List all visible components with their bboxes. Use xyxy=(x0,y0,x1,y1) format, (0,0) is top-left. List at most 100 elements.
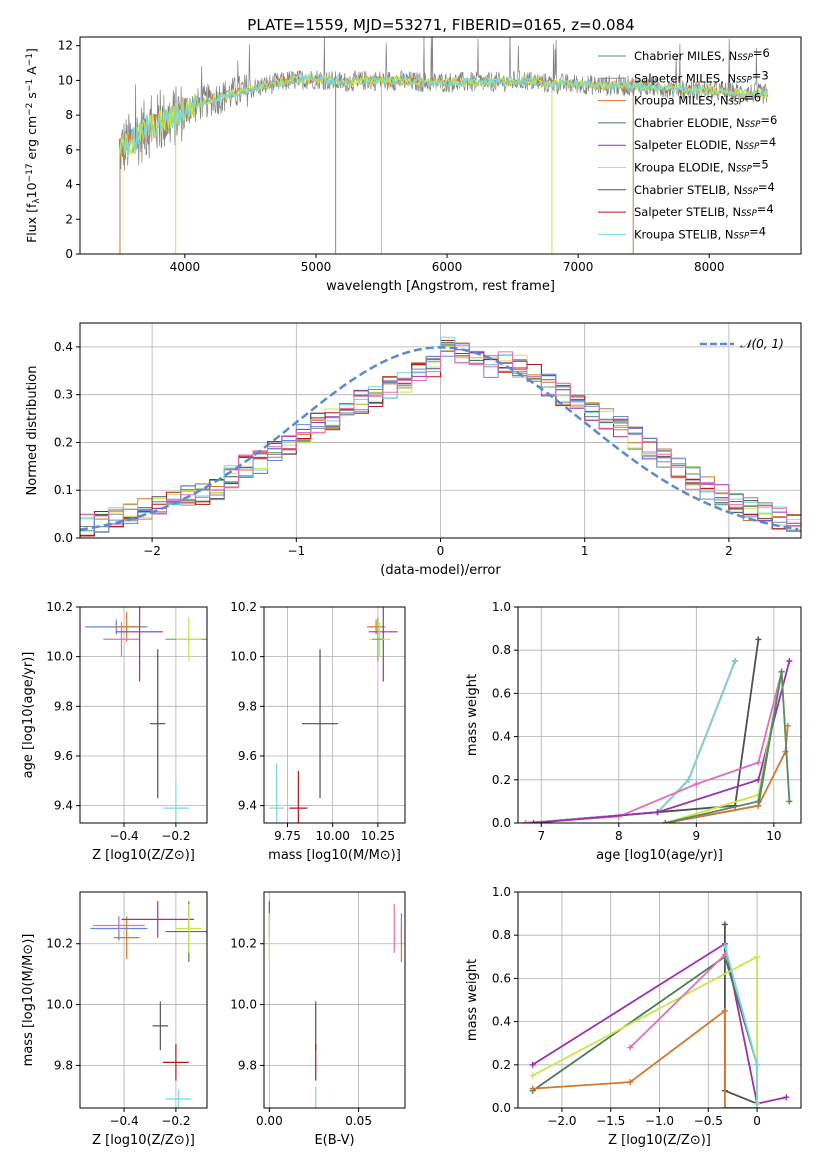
weight-line xyxy=(525,660,736,823)
weight-series xyxy=(662,668,793,823)
errorbar-point xyxy=(121,901,195,938)
weight-marker xyxy=(627,1079,634,1086)
x-axis-label: Z [log10(Z/Z⊙)] xyxy=(92,1133,195,1148)
y-tick-label: 9.6 xyxy=(238,749,257,763)
x-tick-label: −2.0 xyxy=(547,1114,576,1128)
y-label-part: Flux [f xyxy=(24,203,39,243)
x-axis-label: (data-model)/error xyxy=(380,563,501,578)
y-tick-label: 12 xyxy=(58,39,73,53)
age_vs_mass-chart: 9.75 10.00 10.25 9.4 9.6 9.8 10.0 10.2 mass [log… xyxy=(230,600,406,863)
weight-line xyxy=(525,639,760,823)
x-tick-label: −0.4 xyxy=(109,1114,138,1128)
errorbars xyxy=(268,901,403,1108)
weight-line xyxy=(665,671,783,823)
weight-marker xyxy=(778,668,785,675)
figure-title: PLATE=1559, MJD=53271, FIBERID=0165, z=0… xyxy=(247,16,634,34)
weight-series xyxy=(662,668,793,823)
legend-count: =5 xyxy=(752,158,769,172)
weight-marker xyxy=(721,921,728,928)
x-tick-label: 0.05 xyxy=(345,1114,372,1128)
x-tick-label: 2 xyxy=(725,544,733,558)
errorbar-point xyxy=(113,916,140,959)
plot-frame xyxy=(263,891,406,1109)
y-tick-label: 10.0 xyxy=(230,998,257,1012)
legend-subscript: SSP xyxy=(734,231,750,241)
errorbars xyxy=(85,607,207,823)
legend-subscript: SSP xyxy=(737,53,753,63)
errorbar-point xyxy=(152,1001,169,1051)
x-tick-label: 7 xyxy=(537,829,545,843)
y-label-part: −2 xyxy=(25,103,35,116)
weight-line xyxy=(532,1008,758,1108)
y-axis-label: age [log10(age/yr)] xyxy=(21,652,36,779)
weight_vs_Z-chart: −2.0 −1.5 −1.0 −0.5 0 0.0 0.2 0.4 0.6 0.8 1.0 Z [lo… xyxy=(465,885,802,1148)
errorbar-point xyxy=(162,780,189,823)
y-label-part: −1 xyxy=(25,53,35,66)
y-axis-label: Flux [fλ10−17 erg cm−2 s−1 A−1] xyxy=(24,48,42,243)
plot-frame xyxy=(517,606,802,824)
errorbar-point xyxy=(175,904,202,953)
x-tick-label: 9.75 xyxy=(274,829,301,843)
y-label-part: λ xyxy=(32,198,42,204)
weight-marker xyxy=(754,1061,761,1068)
errorbar-point xyxy=(301,649,339,799)
weight-marker xyxy=(754,1105,761,1108)
y-tick-label: 10.2 xyxy=(230,600,257,614)
x-tick-label: −2 xyxy=(143,544,161,558)
y-tick-label: 9.6 xyxy=(54,749,73,763)
weight-marker xyxy=(530,820,537,823)
weight-marker xyxy=(627,1044,634,1051)
errorbars xyxy=(90,901,207,1108)
y-tick-label: 0.6 xyxy=(492,686,511,700)
y-tick-label: 10.0 xyxy=(230,650,257,664)
errorbars xyxy=(269,607,398,823)
weight-marker xyxy=(654,809,661,816)
legend-subscript: SSP xyxy=(736,165,752,175)
y-tick-label: 10.0 xyxy=(46,998,73,1012)
x-tick-label: 0.00 xyxy=(256,1114,283,1128)
weight-line xyxy=(665,725,789,823)
weight-marker xyxy=(784,722,791,729)
legend-count: =6 xyxy=(753,46,770,60)
y-tick-label: 10.2 xyxy=(46,600,73,614)
x-tick-label: −1.0 xyxy=(645,1114,674,1128)
legend-count: =4 xyxy=(758,180,775,194)
weight-series xyxy=(522,636,762,823)
errorbar-point xyxy=(368,607,398,682)
y-tick-label: 9.4 xyxy=(238,799,257,813)
errorbar-point xyxy=(116,607,163,682)
x-axis-label: E(B-V) xyxy=(314,1133,354,1148)
legend-subscript: SSP xyxy=(729,98,745,108)
errorbar-point xyxy=(162,1044,189,1081)
errorbar-point xyxy=(103,621,140,657)
x-tick-label: 10.25 xyxy=(361,829,395,843)
legend-count: =3 xyxy=(752,68,769,82)
errorbar-point xyxy=(92,919,145,932)
y-tick-label: 1.0 xyxy=(492,600,511,614)
y-tick-label: 0.0 xyxy=(492,1101,511,1115)
errorbar-point xyxy=(372,616,384,662)
x-axis-label: mass [log10(M/M⊙)] xyxy=(268,848,401,863)
y-tick-label: 0.3 xyxy=(54,388,73,402)
legend-entry: 𝒩(0, 1) xyxy=(740,337,784,351)
x-axis-label: wavelength [Angstrom, rest frame] xyxy=(326,279,555,294)
x-tick-label: 1 xyxy=(581,544,589,558)
y-tick-label: 0.1 xyxy=(54,483,73,497)
spectrum-chart: 4000 5000 6000 7000 8000 0 2 4 6 8 10 12 wavelength … xyxy=(24,36,802,294)
x-tick-label: 6000 xyxy=(432,260,463,274)
weight-series xyxy=(627,951,728,1051)
y-tick-label: 0.8 xyxy=(492,643,511,657)
y-axis-label: mass weight xyxy=(465,959,480,1041)
y-tick-label: 6 xyxy=(65,143,73,157)
y-tick-label: 9.4 xyxy=(54,799,73,813)
y-tick-label: 0.6 xyxy=(492,971,511,985)
weight-marker xyxy=(529,1072,536,1079)
weight-marker xyxy=(755,759,762,766)
x-tick-label: −0.2 xyxy=(161,1114,190,1128)
x-tick-label: 5000 xyxy=(301,260,332,274)
y-tick-label: 10.0 xyxy=(46,650,73,664)
errorbar-point xyxy=(289,770,308,823)
y-tick-label: 10.2 xyxy=(46,937,73,951)
y-tick-label: 0.0 xyxy=(492,816,511,830)
x-tick-label: 7000 xyxy=(563,260,594,274)
